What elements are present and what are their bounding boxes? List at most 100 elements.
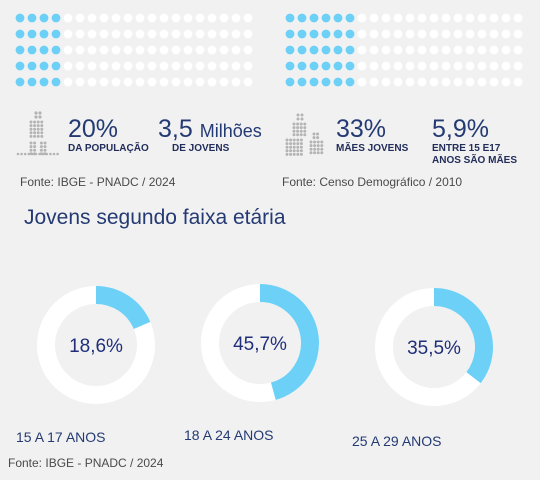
waffle-dot-filled: [345, 13, 355, 23]
icon-dot: [289, 152, 293, 156]
waffle-dot-filled: [297, 77, 307, 87]
waffle-dot-empty: [111, 61, 121, 71]
waffle-dot-empty: [441, 29, 451, 39]
waffle-dot-empty: [207, 77, 217, 87]
waffle-dot-empty: [87, 45, 97, 55]
waffle-dot-empty: [501, 77, 511, 87]
waffle-dot-empty: [63, 13, 73, 23]
icon-dot: [300, 117, 304, 121]
waffle-dot-empty: [381, 29, 391, 39]
waffle-dot-empty: [135, 77, 145, 87]
waffle-dot-empty: [357, 77, 367, 87]
waffle-dot-empty: [501, 61, 511, 71]
icon-dot: [289, 149, 293, 153]
icon-dot: [34, 111, 38, 115]
waffle-dot-empty: [417, 29, 427, 39]
waffle-dot-empty: [405, 13, 415, 23]
waffle-dot-empty: [393, 13, 403, 23]
icon-dot: [38, 115, 42, 119]
mother-child-icon: [285, 113, 324, 156]
icon-dot: [292, 152, 296, 156]
waffle-dot-filled: [333, 61, 343, 71]
icon-dot: [316, 151, 320, 155]
waffle-dot-empty: [63, 77, 73, 87]
waffle-dot-empty: [219, 77, 229, 87]
waffle-dot-empty: [381, 61, 391, 71]
waffle-dot-filled: [51, 45, 61, 55]
icon-dot: [299, 145, 303, 149]
icon-dot: [312, 136, 316, 140]
icon-dot: [296, 113, 300, 117]
waffle-dot-filled: [27, 77, 37, 87]
waffle-dot-filled: [321, 45, 331, 55]
icon-dot: [285, 145, 289, 149]
waffle-dot-filled: [297, 61, 307, 71]
waffle-dot-empty: [393, 45, 403, 55]
waffle-dot-filled: [345, 61, 355, 71]
waffle-dot-empty: [75, 45, 85, 55]
waffle-dot-empty: [405, 45, 415, 55]
waffle-dot-empty: [99, 77, 109, 87]
waffle-dot-empty: [369, 29, 379, 39]
waffle-dot-empty: [453, 13, 463, 23]
waffle-dot-empty: [183, 13, 193, 23]
waffle-dot-filled: [39, 61, 49, 71]
population-share-value: 20%: [68, 115, 119, 143]
icon-dot: [33, 145, 37, 149]
icon-dot: [33, 131, 37, 135]
waffle-dot-empty: [75, 13, 85, 23]
icon-dot: [33, 120, 37, 124]
icon-dot: [299, 142, 303, 146]
waffle-dot-empty: [513, 29, 523, 39]
waffle-dot-empty: [429, 13, 439, 23]
waffle-dot-empty: [231, 45, 241, 55]
teen-mothers-caption-line1: ENTRE 15 E17: [432, 143, 501, 154]
icon-dot: [33, 127, 37, 131]
waffle-dot-empty: [111, 77, 121, 87]
icon-dot: [296, 145, 300, 149]
icon-dot: [285, 142, 289, 146]
icon-dot: [39, 145, 43, 149]
icon-dot: [299, 149, 303, 153]
donut-label-25-29: 25 A 29 ANOS: [352, 433, 442, 449]
icon-dot: [313, 144, 317, 148]
waffle-dot-empty: [381, 77, 391, 87]
icon-dot: [33, 148, 37, 152]
icon-dot: [292, 129, 296, 133]
icon-dot: [289, 142, 293, 146]
icon-dot: [296, 129, 300, 133]
waffle-dot-empty: [63, 29, 73, 39]
icon-dot: [38, 111, 42, 115]
icon-dot: [36, 124, 40, 128]
waffle-dot-empty: [501, 45, 511, 55]
waffle-dot-empty: [159, 61, 169, 71]
icon-dot: [49, 152, 52, 156]
waffle-dot-empty: [243, 29, 253, 39]
icon-dot: [292, 149, 296, 153]
icon-dot: [292, 138, 296, 142]
waffle-dot-filled: [39, 13, 49, 23]
waffle-dot-empty: [87, 13, 97, 23]
waffle-dot-empty: [171, 45, 181, 55]
icon-dot: [296, 126, 300, 130]
icon-dot: [40, 127, 44, 131]
donut-label-18-24: 18 A 24 ANOS: [184, 427, 274, 443]
donut-slice-2: [259, 284, 319, 400]
waffle-dot-empty: [123, 45, 133, 55]
icon-dot: [29, 124, 33, 128]
waffle-dot-empty: [171, 77, 181, 87]
waffle-dot-empty: [63, 61, 73, 71]
waffle-dot-empty: [513, 45, 523, 55]
waffle-dot-filled: [285, 61, 295, 71]
waffle-dot-filled: [27, 29, 37, 39]
waffle-dot-empty: [243, 13, 253, 23]
icon-dot: [309, 147, 313, 151]
icon-dot: [292, 145, 296, 149]
waffle-dot-empty: [123, 13, 133, 23]
waffle-dot-empty: [219, 45, 229, 55]
waffle-dot-empty: [357, 29, 367, 39]
icon-dot: [29, 127, 33, 131]
icon-dot: [309, 151, 313, 155]
waffle-dot-empty: [369, 61, 379, 71]
waffle-dot-filled: [15, 45, 25, 55]
